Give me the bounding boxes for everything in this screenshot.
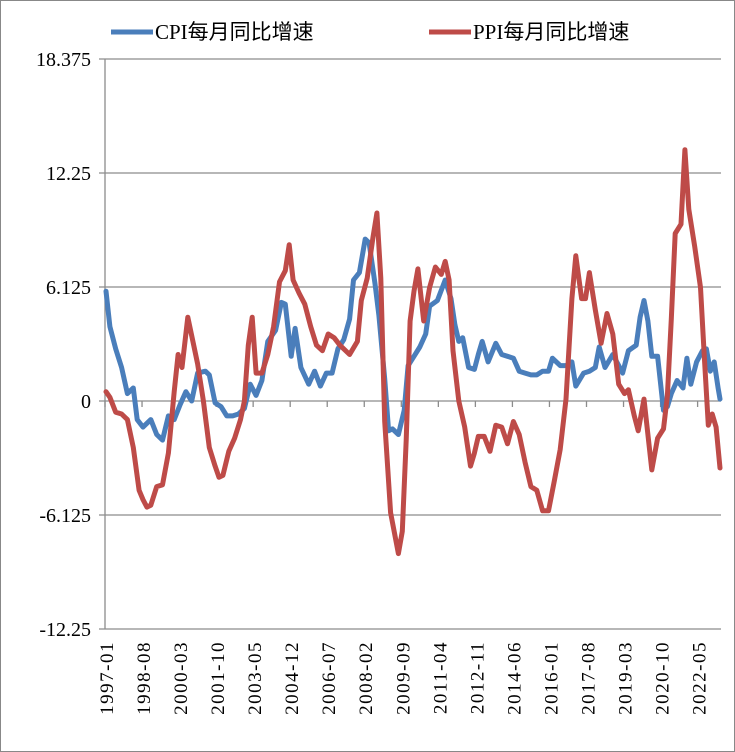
y-tick-label: -6.125 [39, 505, 91, 527]
x-tick-label: 2003-05 [245, 641, 266, 715]
series-lines [103, 147, 723, 557]
x-tick-label: 2020-10 [653, 641, 674, 715]
x-tick-label: 2012-11 [467, 641, 488, 714]
x-tick-label: 1997-01 [97, 641, 118, 715]
x-tick-label: 2017-08 [578, 641, 599, 715]
x-tick-label: 2014-06 [504, 641, 525, 715]
x-tick-label: 2009-09 [393, 641, 414, 715]
x-tick-label: 2019-03 [616, 641, 637, 715]
x-tick-label: 2016-01 [541, 641, 562, 715]
y-tick-label: 18.375 [36, 49, 91, 71]
series-line-cpi [103, 236, 723, 443]
y-tick-label: 12.25 [46, 163, 91, 185]
series-line-ppi [103, 147, 723, 557]
x-tick-label: 2006-07 [319, 641, 340, 715]
x-axis-ticks: 1997-01 1998-08 2000-03 2001-10 2003-05 2004-… [97, 641, 711, 715]
legend-label-cpi: CPI每月同比增速 [155, 20, 314, 44]
legend: CPI每月同比增速 PPI每月同比增速 [111, 20, 629, 44]
x-tick-label: 2001-10 [208, 641, 229, 715]
y-tick-label: 6.125 [46, 277, 91, 299]
x-tick-label: 2004-12 [282, 641, 303, 715]
x-tick-label: 1998-08 [134, 641, 155, 715]
x-tick-label: 2000-03 [171, 641, 192, 715]
y-tick-label: -12.25 [39, 619, 91, 641]
y-tick-label: 0 [81, 391, 91, 413]
x-tick-label: 2011-04 [430, 641, 451, 714]
legend-label-ppi: PPI每月同比增速 [473, 20, 629, 44]
x-tick-label: 2022-05 [690, 641, 711, 715]
x-tick-label: 2008-02 [356, 641, 377, 715]
y-axis-ticks: 18.375 12.25 6.125 0 -6.125 -12.25 [36, 49, 91, 641]
